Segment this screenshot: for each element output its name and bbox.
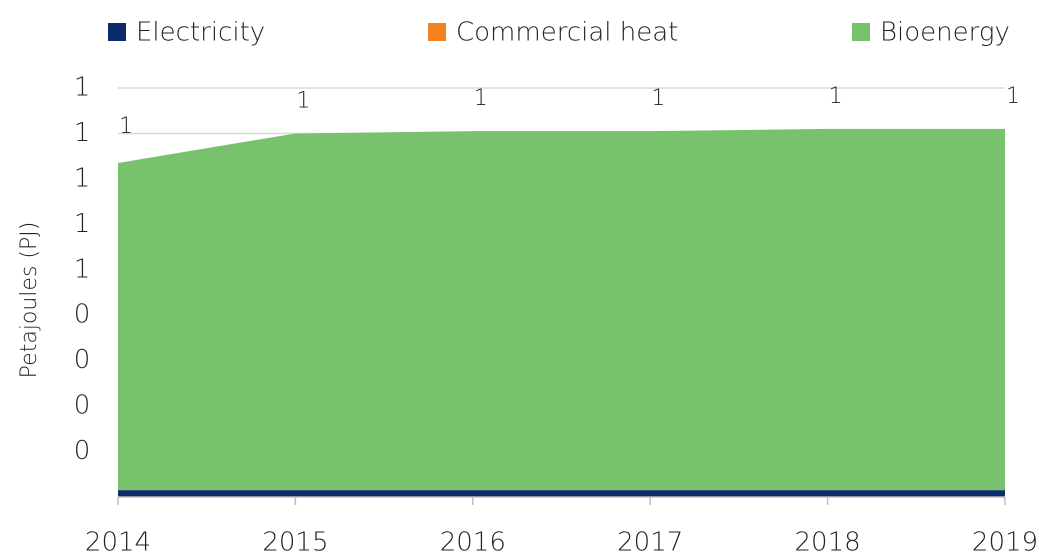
legend-label: Commercial heat [456, 18, 678, 48]
y-tick-label: 0 [74, 436, 91, 466]
x-tick-label: 2015 [262, 528, 328, 558]
legend-swatch [428, 23, 446, 41]
y-tick-label: 1 [74, 118, 91, 148]
legend-swatch [108, 23, 126, 41]
data-label: 1 [474, 86, 488, 111]
y-tick-label: 1 [74, 163, 91, 193]
data-label: 1 [829, 84, 843, 109]
x-tick-label: 2017 [617, 528, 683, 558]
data-label: 1 [651, 86, 665, 111]
data-label: 1 [296, 88, 310, 113]
x-tick-label: 2014 [85, 528, 151, 558]
x-tick-label: 2016 [440, 528, 506, 558]
y-tick-label: 1 [74, 73, 91, 103]
legend-label: Bioenergy [880, 18, 1010, 48]
data-label: 1 [1006, 84, 1020, 109]
y-tick-label: 0 [74, 345, 91, 375]
area [118, 490, 1005, 497]
x-tick-label: 2019 [972, 528, 1038, 558]
legend-swatch [852, 23, 870, 41]
y-tick-label: 0 [74, 300, 91, 330]
data-label: 1 [119, 114, 133, 139]
y-tick-label: 0 [74, 391, 91, 421]
legend-label: Electricity [136, 18, 265, 48]
y-tick-label: 1 [74, 254, 91, 284]
y-tick-label: 1 [74, 209, 91, 239]
y-axis-title: Petajoules (PJ) [17, 222, 42, 379]
area [118, 128, 1005, 491]
x-tick-label: 2018 [795, 528, 861, 558]
